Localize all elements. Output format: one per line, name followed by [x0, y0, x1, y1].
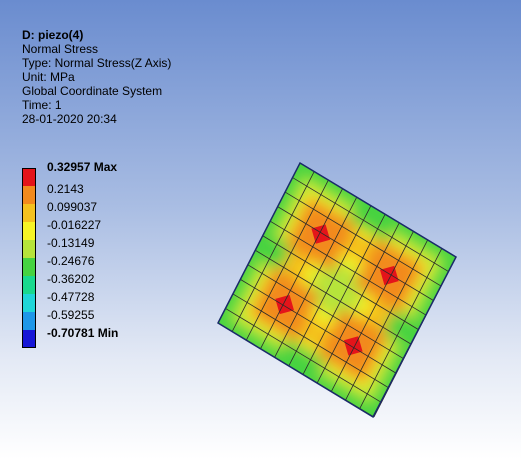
mesh-line — [246, 179, 329, 341]
stress-hotspot — [343, 336, 363, 356]
mesh-line — [247, 264, 405, 360]
mesh-line — [302, 214, 386, 375]
legend-swatch — [22, 222, 36, 240]
result-date: 28-01-2020 20:34 — [22, 112, 117, 126]
stress-band — [274, 337, 326, 387]
legend-label: -0.13149 — [47, 236, 95, 250]
legend-swatch — [22, 312, 36, 330]
mesh-line — [262, 235, 419, 331]
legend-swatch — [22, 168, 36, 186]
legend-swatch — [22, 294, 36, 312]
legend-label: -0.24676 — [47, 254, 95, 268]
legend-label: -0.59255 — [47, 308, 95, 322]
mesh-line — [292, 177, 449, 272]
mesh-line — [255, 249, 412, 345]
plate-mesh — [217, 161, 457, 419]
mesh-line — [269, 220, 427, 316]
legend-label: -0.016227 — [47, 218, 102, 232]
result-info-panel: D: piezo(4) Normal Stress Type: Normal S… — [22, 28, 171, 126]
mesh-line — [274, 196, 358, 358]
legend-label: -0.36202 — [47, 272, 95, 286]
mesh-line — [288, 205, 372, 366]
mesh-line — [331, 231, 414, 392]
stress-band — [303, 254, 371, 326]
coordinate-system: Global Coordinate System — [22, 84, 163, 98]
mesh-line — [232, 293, 390, 389]
mesh-line — [277, 206, 434, 301]
legend-label: -0.70781 Min — [47, 326, 119, 340]
mesh-line — [240, 279, 397, 374]
legend-swatch — [22, 240, 36, 258]
mesh-line — [231, 171, 315, 332]
mesh-line — [359, 248, 443, 409]
legend-label: 0.32957 Max — [47, 160, 118, 174]
mesh-line — [225, 308, 382, 403]
result-unit: Unit: MPa — [22, 70, 75, 84]
mesh-line — [260, 188, 343, 349]
mesh-line — [284, 191, 442, 287]
legend-label: -0.47728 — [47, 290, 95, 304]
stress-hotspot — [311, 224, 331, 244]
legend-label: 0.2143 — [47, 182, 84, 196]
result-type: Type: Normal Stress(Z Axis) — [22, 56, 172, 70]
result-time: Time: 1 — [22, 98, 62, 112]
legend-swatch — [22, 276, 36, 294]
mesh-line — [316, 222, 400, 384]
legend-label: 0.099037 — [47, 200, 98, 214]
plate-outline — [217, 161, 457, 419]
legend-swatch — [22, 330, 36, 348]
result-name: Normal Stress — [22, 42, 99, 56]
legend-swatch — [22, 204, 36, 222]
legend-swatch — [22, 258, 36, 276]
legend-swatch — [22, 186, 36, 204]
stress-band — [348, 193, 400, 243]
mesh-line — [345, 239, 428, 401]
result-title: D: piezo(4) — [22, 28, 84, 42]
